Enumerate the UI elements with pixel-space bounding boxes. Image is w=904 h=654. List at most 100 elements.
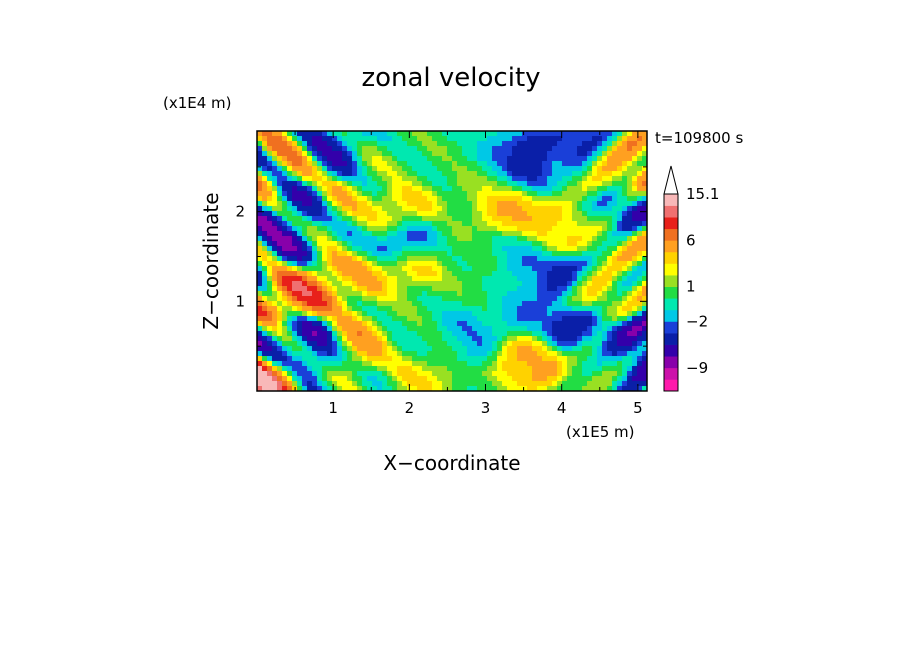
heatmap-cell [617, 151, 623, 157]
heatmap-cell [322, 156, 328, 162]
heatmap-cell [512, 186, 518, 192]
heatmap-cell [302, 341, 308, 347]
heatmap-cell [467, 196, 473, 202]
heatmap-cell [502, 311, 508, 317]
heatmap-cell [352, 146, 358, 152]
heatmap-cell [287, 281, 293, 287]
heatmap-cell [592, 176, 598, 182]
heatmap-cell [297, 281, 303, 287]
heatmap-cell [357, 266, 363, 272]
heatmap-cell [487, 366, 493, 372]
heatmap-cell [302, 241, 308, 247]
heatmap-cell [502, 376, 508, 382]
heatmap-cell [577, 221, 583, 227]
heatmap-cell [262, 326, 268, 332]
heatmap-cell [637, 206, 643, 212]
heatmap-cell [627, 371, 633, 377]
heatmap-cell [327, 271, 333, 277]
heatmap-cell [562, 136, 568, 142]
heatmap-cell [262, 176, 268, 182]
heatmap-cell [572, 291, 578, 297]
heatmap-cell [332, 326, 338, 332]
heatmap-cell [407, 136, 413, 142]
heatmap-cell [257, 331, 263, 337]
heatmap-cell [402, 156, 408, 162]
heatmap-cell [437, 276, 443, 282]
heatmap-cell [257, 246, 263, 252]
heatmap-cell [497, 291, 503, 297]
heatmap-cell [507, 341, 513, 347]
heatmap-cell [402, 246, 408, 252]
heatmap-cell [337, 236, 343, 242]
heatmap-cell [517, 351, 523, 357]
heatmap-cell [472, 286, 478, 292]
heatmap-cell [497, 341, 503, 347]
heatmap-cell [402, 256, 408, 262]
heatmap-cell [507, 281, 513, 287]
heatmap-cell [492, 221, 498, 227]
heatmap-cell [607, 131, 613, 137]
heatmap-cell [372, 376, 378, 382]
heatmap-cell [617, 306, 623, 312]
heatmap-cell [567, 381, 573, 387]
heatmap-cell [572, 306, 578, 312]
heatmap-cell [352, 286, 358, 292]
heatmap-cell [282, 331, 288, 337]
heatmap-cell [552, 256, 558, 262]
heatmap-cell [522, 371, 528, 377]
heatmap-cell [537, 341, 543, 347]
heatmap-cell [502, 241, 508, 247]
heatmap-cell [422, 156, 428, 162]
heatmap-cell [367, 371, 373, 377]
heatmap-cell [397, 381, 403, 387]
heatmap-cell [367, 136, 373, 142]
heatmap-cell [407, 266, 413, 272]
heatmap-cell [507, 316, 513, 322]
heatmap-cell [397, 191, 403, 197]
heatmap-cell [597, 271, 603, 277]
heatmap-cell [267, 186, 273, 192]
heatmap-cell [637, 191, 643, 197]
heatmap-cell [272, 176, 278, 182]
heatmap-cell [442, 221, 448, 227]
heatmap-cell [457, 346, 463, 352]
heatmap-cell [487, 251, 493, 257]
heatmap-cell [477, 361, 483, 367]
heatmap-cell [617, 226, 623, 232]
heatmap-cell [347, 201, 353, 207]
heatmap-cell [502, 281, 508, 287]
heatmap-cell [367, 326, 373, 332]
heatmap-cell [442, 346, 448, 352]
heatmap-cell [482, 291, 488, 297]
heatmap-cell [432, 281, 438, 287]
heatmap-cell [287, 341, 293, 347]
heatmap-cell [342, 146, 348, 152]
heatmap-cell [337, 266, 343, 272]
heatmap-cell [612, 386, 618, 391]
heatmap-cell [532, 136, 538, 142]
heatmap-cell [607, 296, 613, 302]
heatmap-cell [382, 386, 388, 391]
heatmap-cell [447, 261, 453, 267]
heatmap-cell [452, 236, 458, 242]
heatmap-cell [487, 371, 493, 377]
heatmap-cell [607, 136, 613, 142]
heatmap-cell [612, 266, 618, 272]
heatmap-cell [312, 276, 318, 282]
heatmap-cell [267, 296, 273, 302]
heatmap-cell [607, 266, 613, 272]
heatmap-cell [327, 136, 333, 142]
heatmap-cell [377, 196, 383, 202]
heatmap-cell [542, 216, 548, 222]
heatmap-cell [502, 236, 508, 242]
heatmap-cell [557, 176, 563, 182]
heatmap-cell [277, 301, 283, 307]
heatmap-cell [437, 216, 443, 222]
heatmap-cell [437, 151, 443, 157]
heatmap-cell [497, 336, 503, 342]
heatmap-cell [517, 286, 523, 292]
heatmap-cell [297, 326, 303, 332]
heatmap-cell [297, 146, 303, 152]
heatmap-cell [562, 326, 568, 332]
heatmap-cell [557, 231, 563, 237]
